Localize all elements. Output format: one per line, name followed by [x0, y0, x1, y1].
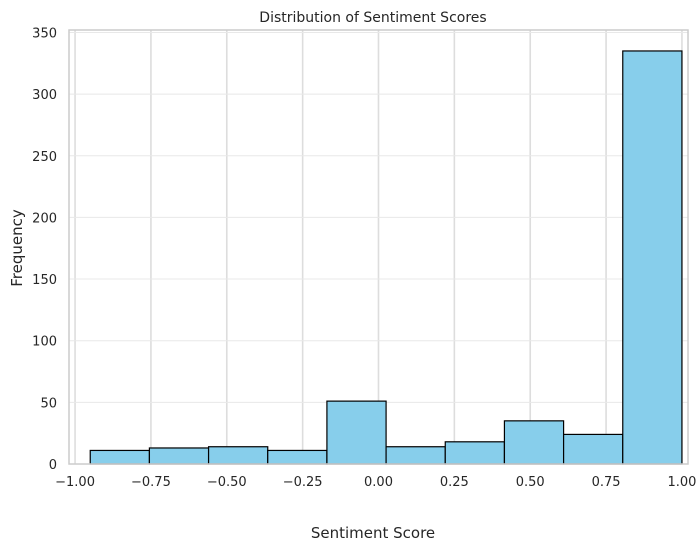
y-axis-label: Frequency — [8, 209, 26, 287]
y-axis-ticks: 0 50 100 150 200 250 300 350 — [32, 26, 57, 473]
y-tick-label: 250 — [32, 150, 57, 165]
histogram-bar — [89, 449, 151, 465]
plot-frame — [68, 29, 689, 465]
grid-lines — [69, 30, 688, 465]
histogram-bar — [385, 446, 446, 465]
x-tick-label: 0.25 — [440, 475, 469, 490]
histogram-bar — [622, 50, 683, 465]
histogram-bar — [148, 447, 210, 465]
x-tick-label: −0.75 — [131, 475, 171, 490]
chart-title: Distribution of Sentiment Scores — [259, 10, 486, 26]
x-tick-label: 1.00 — [667, 475, 696, 490]
x-tick-label: −0.50 — [207, 475, 247, 490]
x-tick-label: −1.00 — [55, 475, 95, 490]
histogram-bar — [267, 449, 328, 465]
y-tick-label: 100 — [32, 335, 57, 350]
histogram-bar — [503, 420, 565, 465]
x-tick-label: 0.00 — [364, 475, 393, 490]
histogram-bar — [207, 446, 269, 465]
y-tick-label: 350 — [32, 26, 57, 41]
histogram-bar — [444, 441, 506, 465]
x-axis-label: Sentiment Score — [311, 524, 435, 542]
x-axis-ticks: −1.00 −0.75 −0.50 −0.25 0.00 0.25 0.50 0.75 1.00 — [55, 475, 696, 490]
y-tick-label: 300 — [32, 88, 57, 103]
x-tick-label: 0.50 — [516, 475, 545, 490]
y-tick-label: 50 — [40, 396, 57, 411]
y-tick-label: 0 — [49, 458, 57, 473]
x-tick-label: −0.25 — [283, 475, 323, 490]
histogram-bar — [562, 433, 624, 465]
y-tick-label: 150 — [32, 273, 57, 288]
y-tick-label: 200 — [32, 211, 57, 226]
histogram-bar — [326, 400, 387, 465]
x-tick-label: 0.75 — [592, 475, 621, 490]
